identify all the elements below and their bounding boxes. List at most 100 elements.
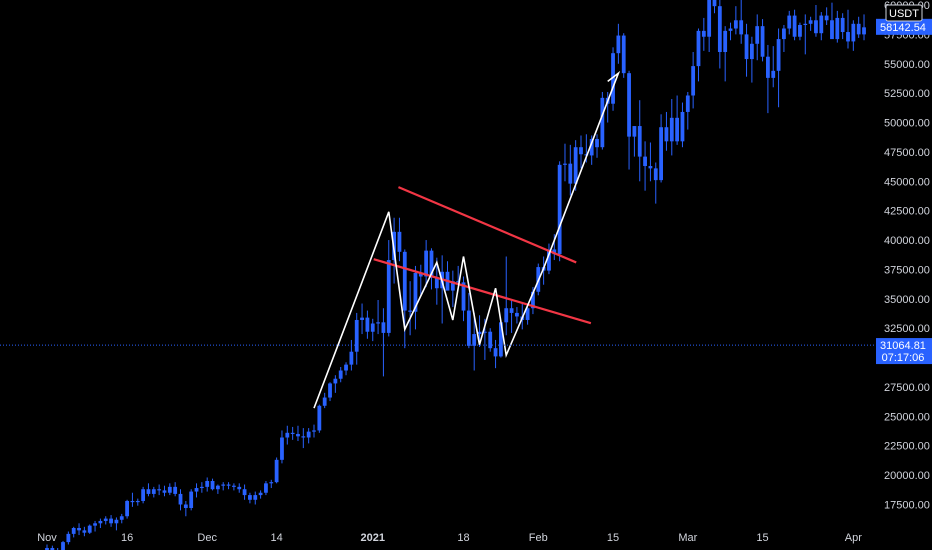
- candle: [680, 102, 685, 148]
- candle: [856, 16, 861, 38]
- candle: [130, 492, 135, 507]
- candle: [798, 22, 802, 41]
- candle: [232, 483, 236, 491]
- candle: [637, 100, 642, 182]
- candle: [627, 70, 631, 170]
- candle: [547, 243, 551, 275]
- candle: [515, 307, 519, 324]
- candle: [248, 492, 252, 504]
- candle: [766, 44, 770, 114]
- candle: [744, 23, 749, 77]
- candle: [429, 248, 434, 290]
- candle: [237, 483, 242, 493]
- candle: [824, 7, 829, 25]
- candle: [632, 126, 637, 157]
- candle: [701, 17, 706, 51]
- candle: [579, 135, 583, 169]
- candle: [787, 10, 792, 35]
- candle: [659, 114, 663, 183]
- time-tick-label: Nov: [37, 532, 57, 544]
- candle: [456, 265, 461, 283]
- price-tick-label: 32500.00: [884, 323, 930, 335]
- candle: [57, 547, 59, 550]
- candle: [712, 0, 717, 14]
- time-tick-label: 15: [607, 532, 619, 544]
- candle: [45, 544, 49, 550]
- candle: [557, 161, 562, 262]
- candle: [119, 513, 124, 524]
- candle: [317, 404, 322, 433]
- candle: [338, 366, 343, 383]
- time-tick-label: 16: [121, 532, 133, 544]
- candle: [87, 524, 92, 534]
- candle: [840, 13, 845, 40]
- candle: [280, 430, 284, 464]
- price-tick-label: 55000.00: [884, 59, 930, 71]
- candle: [563, 143, 567, 182]
- candle: [728, 22, 733, 41]
- candle: [210, 478, 215, 491]
- candle: [803, 14, 808, 55]
- candle: [814, 5, 818, 37]
- candle: [733, 6, 738, 35]
- candle: [274, 457, 279, 484]
- time-tick-label: Dec: [197, 532, 217, 544]
- time-axis[interactable]: Nov 16 Dec 14 2021 18 Feb 15 Mar 15 Apr: [37, 532, 862, 544]
- candle: [418, 264, 423, 296]
- candle: [819, 12, 824, 41]
- candle: [71, 526, 76, 538]
- candle: [365, 310, 370, 339]
- wave-pattern-path[interactable]: [313, 70, 621, 409]
- drawn-trendlines: [313, 70, 621, 409]
- price-tick-label: 25000.00: [884, 411, 930, 423]
- candle: [616, 23, 621, 64]
- time-tick-label: 15: [756, 532, 768, 544]
- candle: [61, 540, 65, 550]
- candle: [173, 482, 178, 497]
- candle: [199, 482, 204, 493]
- current-price-badge: 31064.81 07:17:06: [876, 338, 932, 365]
- price-tick-label: 50000.00: [884, 118, 930, 130]
- candle: [264, 480, 268, 496]
- candle: [434, 257, 439, 305]
- candle: [194, 483, 199, 498]
- candle: [466, 292, 471, 349]
- support-trendline[interactable]: [373, 258, 592, 325]
- candle: [691, 52, 696, 109]
- candle: [851, 20, 856, 51]
- last-price-label: 58142.54: [880, 22, 926, 34]
- candle: [183, 500, 188, 517]
- candle: [381, 308, 386, 377]
- candle: [504, 256, 509, 336]
- candle: [151, 486, 156, 498]
- candle: [830, 2, 834, 40]
- candle: [408, 281, 413, 336]
- candle: [215, 484, 220, 494]
- candle: [723, 26, 728, 82]
- candle: [178, 489, 183, 511]
- candle: [525, 304, 530, 325]
- candle: [595, 134, 599, 158]
- time-tick-label: 2021: [360, 532, 384, 544]
- price-tick-label: 35000.00: [884, 294, 930, 306]
- candle: [301, 428, 306, 449]
- candle: [135, 498, 140, 506]
- resistance-trendline[interactable]: [398, 186, 577, 264]
- candle: [739, 0, 744, 44]
- candle: [167, 483, 172, 496]
- candle: [157, 484, 162, 496]
- candle: [397, 217, 402, 262]
- candle: [221, 482, 226, 491]
- candle: [760, 19, 765, 62]
- candle: [344, 362, 348, 376]
- price-tick-label: 37500.00: [884, 264, 930, 276]
- candle: [328, 382, 332, 402]
- candle: [242, 484, 247, 500]
- candle: [488, 328, 493, 352]
- candle: [376, 299, 380, 335]
- symbol-unit-label: USDT: [889, 8, 919, 20]
- candle: [205, 477, 210, 492]
- candle: [472, 312, 477, 371]
